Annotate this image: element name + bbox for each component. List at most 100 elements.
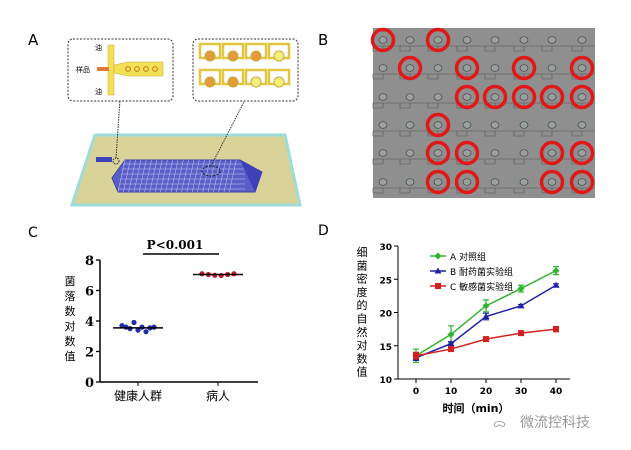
channel-loop — [484, 188, 496, 194]
well — [405, 36, 415, 44]
array-grid-line — [133, 159, 142, 193]
legend-label: C 敏感菌实验组 — [450, 281, 513, 293]
well — [433, 149, 443, 157]
well — [378, 178, 388, 186]
well — [378, 36, 388, 44]
trap-droplet — [250, 50, 262, 62]
array-grid-line — [181, 159, 189, 193]
inlet — [96, 157, 112, 162]
legend-label: A 对照组 — [450, 251, 486, 263]
chart-title: P<0.001 — [147, 238, 204, 252]
array-grid-line — [165, 159, 173, 193]
channel-loop — [541, 74, 553, 80]
well — [433, 36, 443, 44]
y-tick-label: 30 — [379, 243, 392, 253]
array-grid-line — [144, 159, 152, 193]
array-grid-line — [191, 159, 200, 193]
channel-loop — [513, 131, 525, 137]
y-tick-label: 0 — [85, 376, 94, 391]
data-point — [231, 271, 237, 277]
x-tick-label: 病人 — [206, 388, 230, 403]
well — [547, 121, 557, 129]
data-point — [119, 322, 125, 329]
x-tick-label: 10 — [445, 387, 458, 397]
positive-well-marker — [569, 140, 595, 166]
y-tick-label: 6 — [85, 285, 94, 300]
array-grid-line — [154, 159, 163, 193]
positive-well-marker — [370, 27, 396, 53]
array-grid-line — [160, 159, 168, 193]
y-tick-label: 10 — [379, 376, 392, 386]
well — [577, 178, 587, 186]
positive-well-marker — [397, 55, 423, 81]
well — [433, 64, 443, 72]
y-axis-label: 菌落数对数值 — [65, 275, 76, 363]
x-tick-label: 20 — [480, 387, 493, 397]
label-oil-bottom: 油 — [95, 87, 102, 96]
channel-loop — [372, 74, 384, 80]
y-tick-label: 2 — [85, 346, 94, 361]
data-point — [482, 312, 490, 319]
leader-line — [115, 99, 121, 159]
well — [490, 93, 500, 101]
trap-droplet — [273, 50, 285, 62]
channel-loop — [571, 46, 583, 52]
channel-loop — [372, 103, 384, 109]
trap-droplet — [273, 76, 285, 88]
positive-well-marker — [454, 84, 480, 110]
well — [547, 64, 557, 72]
x-axis-label: 时间（min） — [442, 401, 509, 415]
well — [519, 178, 529, 186]
data-point — [447, 330, 455, 338]
trap-droplet — [227, 50, 239, 62]
wechat-icon: ᯅ — [493, 416, 506, 430]
positive-well-marker — [425, 27, 451, 53]
data-point — [218, 272, 224, 279]
trap-droplet — [204, 76, 216, 88]
well — [433, 93, 443, 101]
well — [519, 93, 529, 101]
array-grid-line — [213, 159, 221, 193]
positive-well-marker — [425, 112, 451, 138]
data-point — [482, 302, 490, 310]
well — [490, 64, 500, 72]
positive-well-marker — [511, 55, 537, 81]
trap-droplet — [204, 50, 216, 62]
channel-loop — [484, 159, 496, 165]
array-grid-line — [117, 159, 126, 193]
channel-loop — [399, 188, 411, 194]
x-tick-label: 健康人群 — [114, 388, 162, 403]
channel-loop — [484, 74, 496, 80]
channel-loop — [456, 46, 468, 52]
positive-well-marker — [539, 84, 565, 110]
data-point — [483, 336, 489, 343]
watermark-text: 微流控科技 — [520, 415, 590, 431]
label-sample: 样品 — [76, 65, 90, 74]
well — [462, 93, 472, 101]
well — [405, 93, 415, 101]
array-grid — [117, 159, 245, 193]
data-point — [517, 302, 525, 309]
inset-droplet-traps — [192, 38, 299, 102]
well — [433, 121, 443, 129]
data-point — [448, 346, 454, 353]
well — [547, 149, 557, 157]
data-point — [552, 281, 560, 288]
legend-label: B 耐药菌实验组 — [450, 266, 513, 278]
channel-loop — [372, 159, 384, 165]
array-grid-line — [202, 159, 211, 193]
well — [490, 178, 500, 186]
channel-loop — [399, 131, 411, 137]
well — [490, 149, 500, 157]
well — [519, 64, 529, 72]
data-point — [435, 283, 441, 289]
chart-d: 10 15 20 25 30 0 10 20 30 40 时间（min） 细菌密度的自然对数值 A 对照… — [357, 243, 570, 415]
array-grid-line — [186, 159, 195, 193]
data-point — [131, 319, 137, 326]
well — [378, 64, 388, 72]
well — [378, 93, 388, 101]
panel-label-b: B — [318, 31, 328, 49]
data-point — [139, 324, 145, 330]
well — [547, 178, 557, 186]
